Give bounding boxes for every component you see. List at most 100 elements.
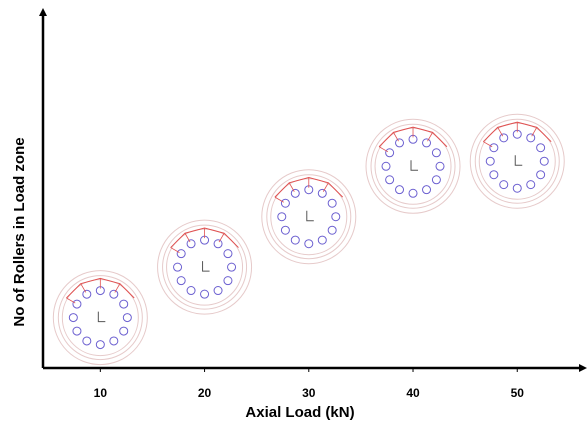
roller [327,225,337,235]
roller [381,161,391,171]
x-tick-label: 10 [94,386,108,400]
outer-ring [157,219,253,315]
roller [277,212,287,222]
load-line [322,182,329,192]
load-line [427,132,433,142]
roller [395,138,405,148]
roller [385,148,395,158]
outer-ring [261,169,357,265]
roller [385,175,395,185]
roller [304,239,314,249]
roller [526,133,536,143]
roller [435,161,445,171]
bearing-diagram [261,169,357,265]
roller [499,133,509,143]
x-tick-label: 30 [302,386,316,400]
roller [200,289,210,299]
load-line [218,233,225,243]
roller [95,340,105,350]
roller [290,235,300,245]
roller [186,239,196,249]
center-mark [306,210,314,222]
roller [227,262,237,272]
x-tick-label: 50 [511,386,525,400]
roller [408,188,418,198]
load-line [288,182,295,192]
roller [317,188,327,198]
roller [223,249,233,259]
roller [119,326,129,336]
roller [536,170,546,180]
roller [72,326,82,336]
roller [489,143,499,153]
load-line [114,283,121,293]
roller [489,170,499,180]
bearing-diagram [365,118,461,214]
roller [72,299,82,309]
load-line [531,127,538,137]
outer-ring [474,118,560,204]
roller [536,143,546,153]
roller [280,225,290,235]
roller [539,156,549,166]
x-tick-label: 40 [406,386,420,400]
outer-ring [266,174,352,260]
center-mark [410,160,419,171]
roller [422,185,432,195]
roller [331,212,341,222]
roller [109,336,119,346]
load-zone [274,177,344,198]
roller [176,276,186,286]
roller [499,180,509,190]
center-mark [97,311,106,323]
roller [395,185,405,195]
bearing-diagram [469,113,565,209]
roller [526,180,536,190]
roller [431,148,441,158]
roller [213,239,223,249]
outer-ring [162,224,248,310]
outer-ring [469,113,565,209]
outer-ring [365,118,461,214]
roller [512,183,522,193]
load-line [378,146,389,153]
roller [119,299,129,309]
y-axis-label: No of Rollers in Load zone [11,137,28,326]
load-line [80,283,87,293]
roller [485,156,495,166]
roller [213,286,223,296]
load-line [497,127,504,137]
roller [431,175,441,185]
roller [122,313,132,323]
roller [327,198,337,208]
load-line [184,233,191,243]
center-mark [202,261,210,272]
roller [422,138,432,148]
outer-ring [52,270,148,366]
load-line [274,196,284,203]
roller [186,286,196,296]
x-tick-label: 20 [198,386,212,400]
bearing-diagram [157,219,253,315]
load-line [170,247,180,254]
roller [223,276,233,286]
load-line [483,141,493,148]
roller [82,336,92,346]
outer-ring [57,275,143,361]
roller [176,249,186,259]
roller [109,289,119,299]
roller [280,198,290,208]
center-mark [514,155,523,166]
roller [173,262,183,272]
outer-ring [370,123,456,209]
roller [82,289,92,299]
roller [290,188,300,198]
x-axis-label: Axial Load (kN) [245,404,354,421]
load-line [66,297,76,304]
roller [68,313,78,323]
bearing-diagram [52,270,148,366]
roller [317,235,327,245]
load-line [393,132,399,142]
